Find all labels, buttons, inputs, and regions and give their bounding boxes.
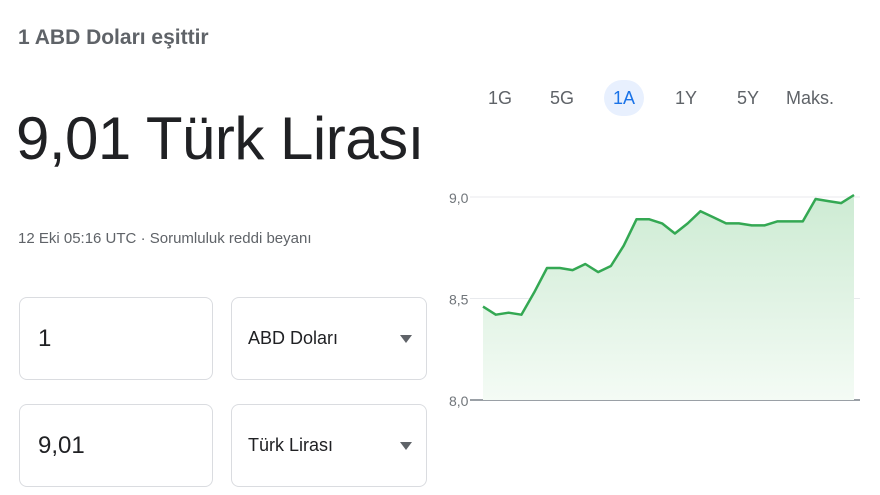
tab-1a[interactable]: 1A: [604, 80, 644, 116]
chevron-down-icon: [400, 334, 412, 343]
to-currency-label: Türk Lirası: [248, 435, 334, 455]
tab-5y[interactable]: 5Y: [736, 88, 760, 108]
separator: ·: [140, 230, 146, 247]
from-currency-label: ABD Doları: [248, 328, 339, 348]
tab-1y[interactable]: 1Y: [674, 88, 698, 108]
chart-area: [483, 195, 854, 400]
timestamp-line: 12 Eki 05:16 UTC · Sorumluluk reddi beya…: [18, 230, 312, 247]
tab-maks[interactable]: Maks.: [785, 88, 834, 108]
tab-5g[interactable]: 5G: [549, 88, 574, 108]
y-tick-label: 8,0: [449, 393, 469, 409]
range-tabs: 1G 5G 1A 1Y 5Y Maks.: [474, 80, 854, 116]
y-tick-label: 9,0: [449, 190, 469, 206]
from-amount-input[interactable]: 1: [19, 297, 213, 380]
y-tick-label: 8,5: [449, 292, 469, 308]
from-amount-value: 1: [38, 324, 52, 352]
from-currency-select[interactable]: ABD Doları: [231, 297, 427, 380]
to-amount-value: 9,01: [38, 431, 85, 459]
disclaimer-link[interactable]: Sorumluluk reddi beyanı: [149, 230, 312, 247]
timestamp: 12 Eki 05:16 UTC: [18, 230, 137, 247]
conversion-result: 9,01 Türk Lirası: [16, 105, 424, 172]
chart-line: [482, 193, 855, 316]
chevron-down-icon: [400, 441, 412, 450]
tab-1g[interactable]: 1G: [487, 88, 512, 108]
conversion-subtitle: 1 ABD Doları eşittir: [18, 26, 209, 49]
to-currency-select[interactable]: Türk Lirası: [231, 404, 427, 487]
to-amount-input[interactable]: 9,01: [19, 404, 213, 487]
